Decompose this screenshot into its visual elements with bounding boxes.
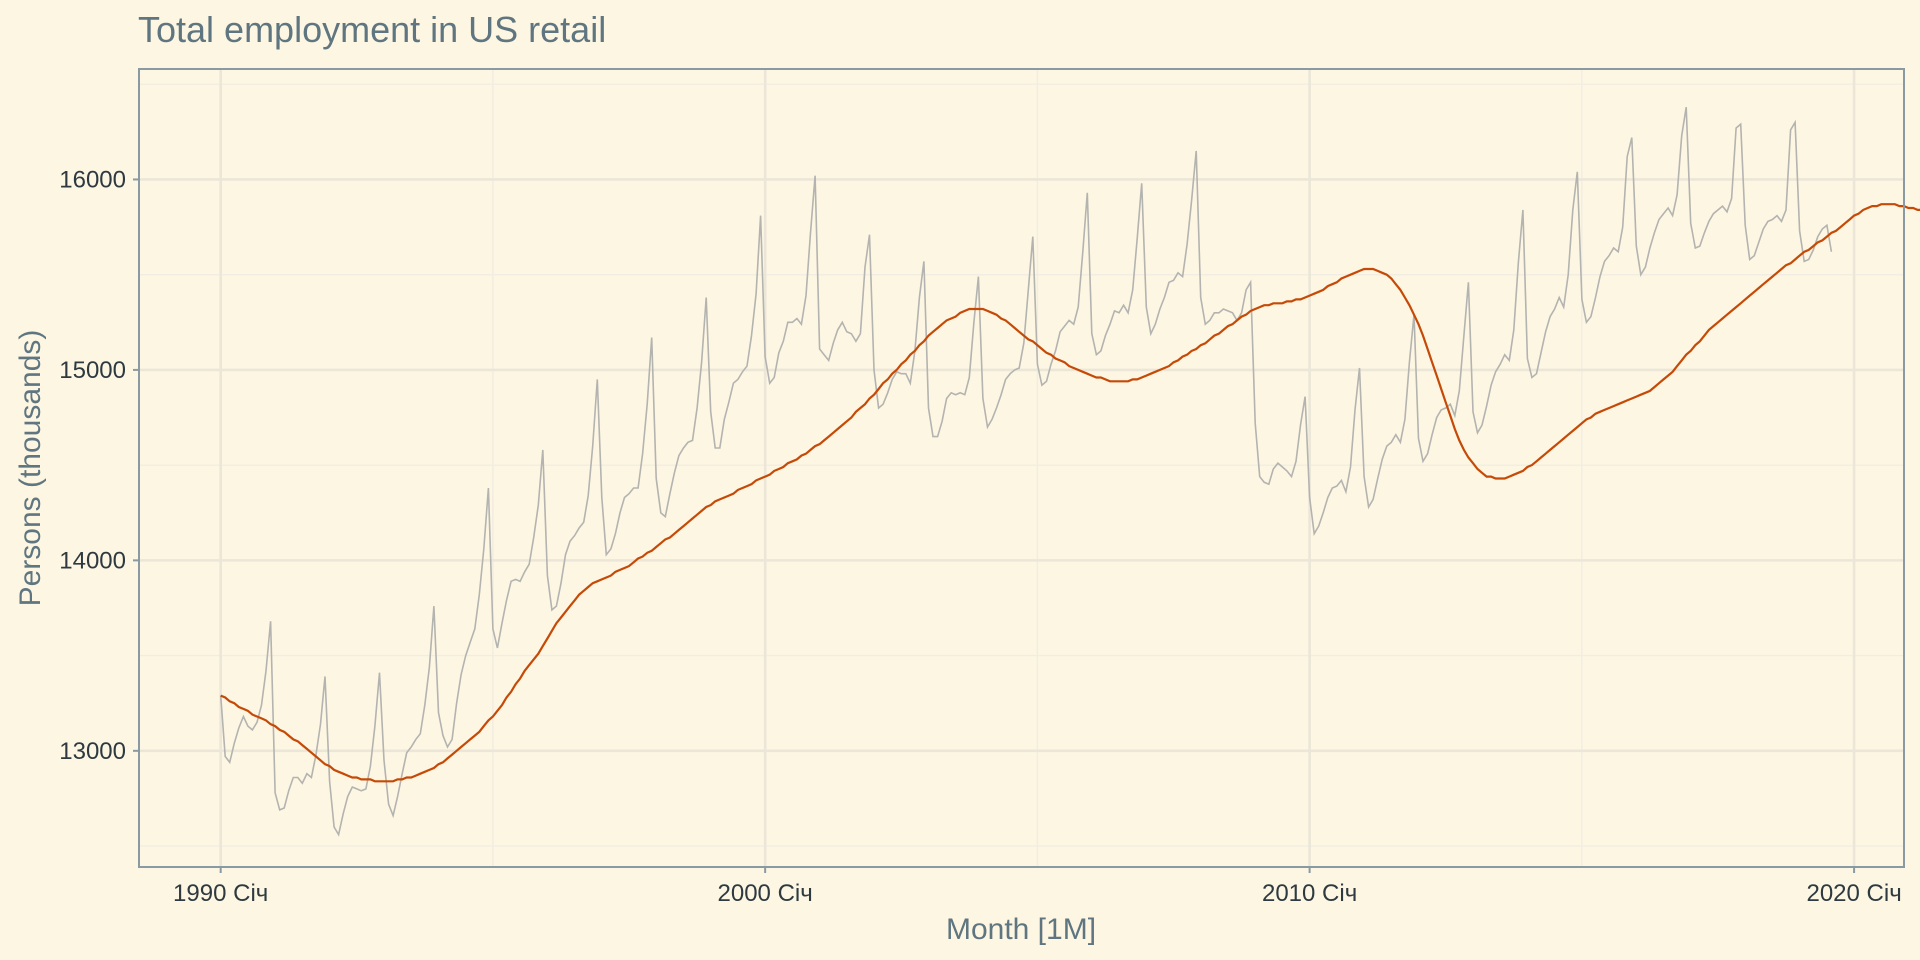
trend-series-line (220, 203, 1920, 783)
y-tick-label: 15000 (59, 357, 126, 384)
employment-series-line (219, 106, 1833, 837)
x-tick-label: 1990 Січ (173, 880, 268, 907)
plot-panel (138, 68, 1905, 868)
x-axis-title: Month [1M] (946, 913, 1096, 946)
y-tick-label: 13000 (59, 738, 126, 765)
y-axis-title: Persons (thousands) (14, 330, 47, 607)
x-tick-label: 2020 Січ (1806, 880, 1901, 907)
x-tick-label: 2010 Січ (1262, 880, 1357, 907)
x-axis-tick-labels: 1990 Січ 2000 Січ 2010 Січ 2020 Січ (173, 880, 1902, 907)
minor-gridlines (139, 69, 1904, 867)
y-tick-label: 16000 (59, 166, 126, 193)
plot-series (219, 106, 1920, 837)
axis-ticks (133, 178, 1856, 873)
y-tick-label: 14000 (59, 547, 126, 574)
x-tick-label: 2000 Січ (718, 880, 813, 907)
major-gridlines (139, 69, 1904, 867)
y-axis-tick-labels: 13000 14000 15000 16000 (59, 166, 126, 764)
chart-title: Total employment in US retail (138, 9, 606, 50)
